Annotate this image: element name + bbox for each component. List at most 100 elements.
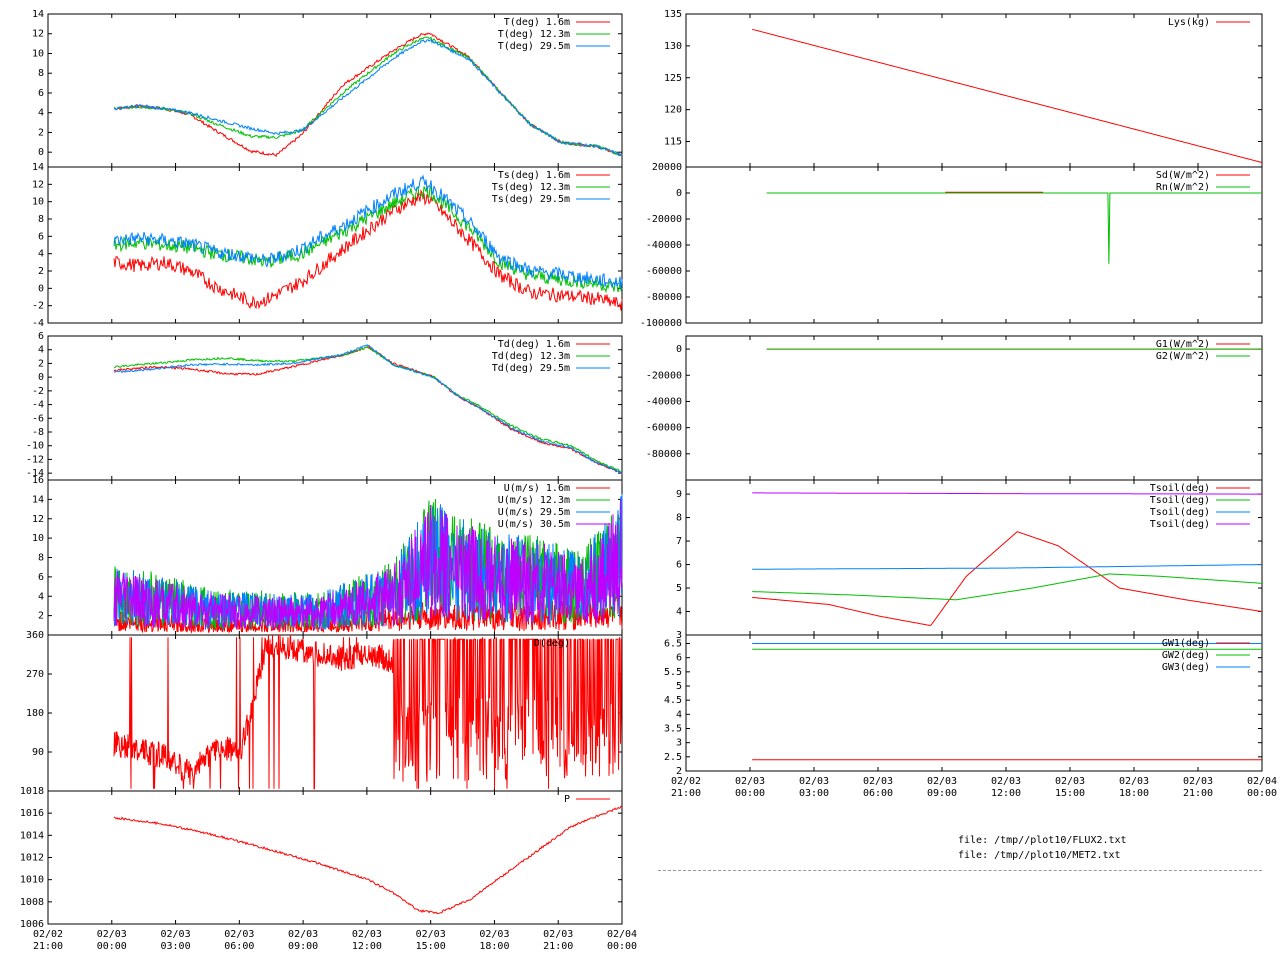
y-tick-label: 90 xyxy=(32,747,44,758)
x-tick-label-left: 18:00 xyxy=(479,941,509,952)
y-tick-label: 1016 xyxy=(20,808,44,819)
legend-label: GW1(deg) xyxy=(1162,638,1210,649)
legend-label: U(m/s) 12.3m xyxy=(498,495,570,506)
y-tick-label: 130 xyxy=(664,41,682,52)
y-tick-label: -40000 xyxy=(646,240,682,251)
y-tick-label: 2 xyxy=(38,266,44,277)
x-tick-label-right: 00:00 xyxy=(1247,788,1277,799)
y-tick-label: 14 xyxy=(32,494,44,505)
x-tick-label-right: 02/03 xyxy=(927,776,957,787)
series-line-Tsoil-3 xyxy=(752,492,1262,495)
y-tick-label: 10 xyxy=(32,48,44,59)
series-line-T-1 xyxy=(113,36,623,156)
y-tick-label: 1012 xyxy=(20,853,44,864)
y-tick-label: 14 xyxy=(32,162,44,173)
x-tick-label-left: 12:00 xyxy=(352,941,382,952)
x-tick-label-left: 21:00 xyxy=(33,941,63,952)
legend-label: P xyxy=(564,794,570,805)
x-tick-label-right: 03:00 xyxy=(799,788,829,799)
y-tick-label: 0 xyxy=(38,372,44,383)
y-tick-label: 135 xyxy=(664,9,682,20)
y-tick-label: 5.5 xyxy=(664,667,682,678)
y-tick-label: -80000 xyxy=(646,449,682,460)
y-tick-label: -60000 xyxy=(646,423,682,434)
y-tick-label: 0 xyxy=(38,147,44,158)
y-tick-label: 5 xyxy=(676,681,682,692)
x-tick-label-right: 02/03 xyxy=(1119,776,1149,787)
separator-line xyxy=(658,870,1262,871)
legend-label: T(deg) 29.5m xyxy=(498,41,570,52)
x-tick-label-right: 21:00 xyxy=(1183,788,1213,799)
x-tick-label-left: 00:00 xyxy=(607,941,637,952)
series-line-Sd-1 xyxy=(766,192,1262,264)
y-tick-label: 125 xyxy=(664,73,682,84)
x-tick-label-right: 09:00 xyxy=(927,788,957,799)
legend-label: U(m/s) 29.5m xyxy=(498,507,570,518)
y-tick-label: 360 xyxy=(26,630,44,641)
y-tick-label: 120 xyxy=(664,105,682,116)
x-tick-label-right: 02/03 xyxy=(991,776,1021,787)
legend-label: Tsoil(deg) xyxy=(1150,519,1210,530)
series-line-Tsoil-2 xyxy=(752,564,1263,570)
legend-label: U(m/s) 30.5m xyxy=(498,519,570,530)
x-tick-label-left: 21:00 xyxy=(543,941,573,952)
x-tick-label-left: 03:00 xyxy=(161,941,191,952)
legend-label: Td(deg) 12.3m xyxy=(492,351,570,362)
series-line-D-0 xyxy=(113,634,622,790)
legend-label: Lys(kg) xyxy=(1168,17,1210,28)
y-tick-label: 3.5 xyxy=(664,724,682,735)
x-tick-label-left: 15:00 xyxy=(416,941,446,952)
x-tick-label-left: 02/03 xyxy=(161,929,191,940)
x-tick-label-right: 18:00 xyxy=(1119,788,1149,799)
y-tick-label: 4 xyxy=(38,108,44,119)
x-tick-label-right: 02/03 xyxy=(1183,776,1213,787)
legend-label: GW2(deg) xyxy=(1162,650,1210,661)
y-tick-label: -6 xyxy=(32,413,44,424)
panel-frame-GW xyxy=(685,634,1263,772)
y-tick-label: 1018 xyxy=(20,786,44,797)
y-tick-label: 4 xyxy=(38,249,44,260)
y-tick-label: 0 xyxy=(676,188,682,199)
legend-label: G2(W/m^2) xyxy=(1156,351,1210,362)
y-tick-label: 7 xyxy=(676,536,682,547)
y-tick-label: 1014 xyxy=(20,830,44,841)
y-tick-label: -10 xyxy=(26,441,44,452)
file-list: file: /tmp//plot10/FLUX2.txt file: /tmp/… xyxy=(958,833,1127,863)
x-tick-label-right: 15:00 xyxy=(1055,788,1085,799)
y-tick-label: 4 xyxy=(676,709,682,720)
y-tick-label: 8 xyxy=(38,553,44,564)
y-tick-label: 6 xyxy=(38,88,44,99)
x-tick-label-right: 02/03 xyxy=(863,776,893,787)
x-tick-label-left: 02/03 xyxy=(224,929,254,940)
x-tick-label-left: 02/03 xyxy=(288,929,318,940)
x-tick-label-right: 02/03 xyxy=(1055,776,1085,787)
y-tick-label: 16 xyxy=(32,475,44,486)
y-tick-label: 10 xyxy=(32,533,44,544)
legend-label: GW3(deg) xyxy=(1162,662,1210,673)
y-tick-label: 180 xyxy=(26,708,44,719)
y-tick-label: -2 xyxy=(32,386,44,397)
y-tick-label: 6 xyxy=(38,331,44,342)
x-tick-label-left: 02/04 xyxy=(607,929,637,940)
x-tick-label-left: 02/03 xyxy=(352,929,382,940)
x-tick-label-right: 02/02 xyxy=(671,776,701,787)
y-tick-label: -80000 xyxy=(646,292,682,303)
series-line-U-3 xyxy=(113,498,623,630)
y-tick-label: 2 xyxy=(38,611,44,622)
legend-label: Td(deg) 29.5m xyxy=(492,363,570,374)
x-tick-label-left: 09:00 xyxy=(288,941,318,952)
y-tick-label: -20000 xyxy=(646,214,682,225)
y-tick-label: 6 xyxy=(676,653,682,664)
x-tick-label-left: 02/03 xyxy=(416,929,446,940)
y-tick-label: 10 xyxy=(32,197,44,208)
legend-label: Td(deg) 1.6m xyxy=(498,339,570,350)
series-line-Td-0 xyxy=(113,346,623,475)
series-line-Ts-1 xyxy=(113,185,623,294)
y-tick-label: -4 xyxy=(32,318,44,329)
y-tick-label: 2.5 xyxy=(664,752,682,763)
y-tick-label: 270 xyxy=(26,669,44,680)
legend-label: Tsoil(deg) xyxy=(1150,507,1210,518)
y-tick-label: -14 xyxy=(26,468,44,479)
panel-frame-Ts xyxy=(47,166,623,324)
series-line-Tsoil-0 xyxy=(752,531,1263,627)
